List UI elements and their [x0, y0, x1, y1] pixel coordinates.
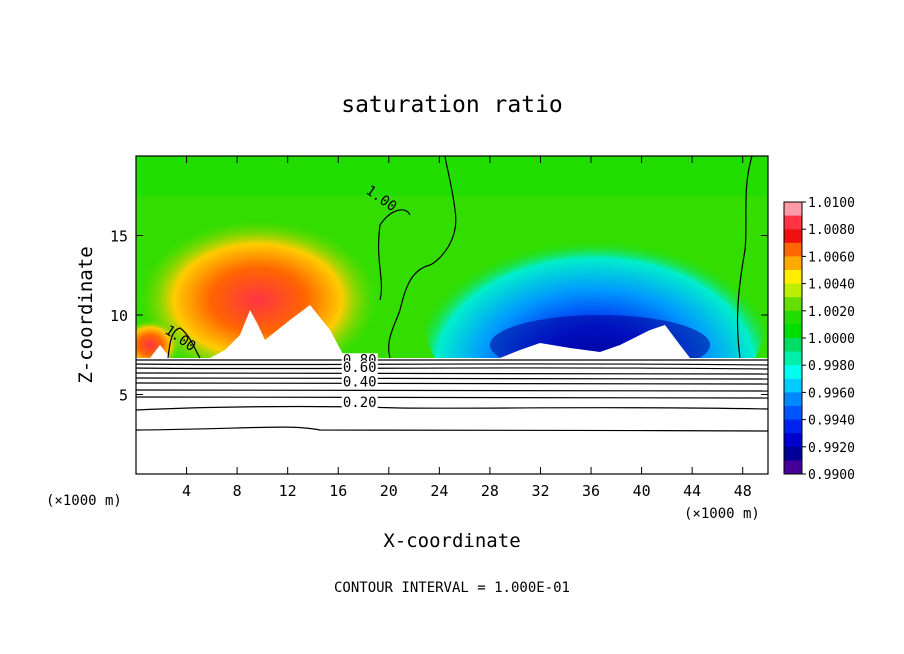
- colorbar-tick-label: 1.0000: [808, 332, 855, 347]
- x-tick-label: 24: [430, 482, 448, 500]
- x-unit-label: (×1000 m): [46, 493, 122, 509]
- x-tick-label: 32: [531, 482, 549, 500]
- contour-lines: [136, 156, 768, 432]
- colorbar-tick-label: 0.9960: [808, 386, 855, 401]
- contour-0.70: [136, 372, 768, 375]
- colorbar-tick-label: 0.9940: [808, 414, 855, 429]
- colorbar-swatch: [784, 256, 802, 271]
- x-tick-label: 28: [481, 482, 499, 500]
- contour-0.20: [136, 405, 768, 411]
- y-tick-label: 5: [119, 387, 128, 405]
- x-tick-label: 16: [329, 482, 347, 500]
- colorbar-swatch: [784, 242, 802, 257]
- contour-interval-note: CONTOUR INTERVAL = 1.000E-01: [334, 580, 570, 596]
- colorbar-swatch: [784, 351, 802, 366]
- x-tick-label: 48: [734, 482, 752, 500]
- contour-label: 0.40: [343, 375, 377, 391]
- colorbar-swatch: [784, 270, 802, 285]
- y-tick-label: 15: [110, 228, 128, 246]
- plot-field: [136, 156, 768, 474]
- colorbar-tick-label: 1.0040: [808, 278, 855, 293]
- contour-0.40: [136, 389, 768, 392]
- colorbar-swatch: [784, 297, 802, 312]
- colorbar-swatch: [784, 338, 802, 353]
- colorbar-tick-label: 0.9920: [808, 441, 855, 456]
- colorbar-swatch: [784, 202, 802, 217]
- contour-1.00-inner: [377, 209, 411, 301]
- colorbar-swatch: [784, 283, 802, 298]
- x-axis-label: X-coordinate: [383, 530, 520, 552]
- x-unit-label-right: (×1000 m): [684, 506, 760, 522]
- colorbar-swatch: [784, 392, 802, 407]
- colorbar-swatch: [784, 324, 802, 339]
- colorbar-tick-label: 0.9980: [808, 359, 855, 374]
- y-tick-label: 10: [110, 307, 128, 325]
- colorbar-swatch: [784, 229, 802, 244]
- colorbar-tick-label: 1.0100: [808, 196, 855, 211]
- colorbar-swatch: [784, 406, 802, 421]
- contour-label: 0.60: [343, 360, 377, 376]
- colorbar-swatch: [784, 419, 802, 434]
- x-tick-label: 20: [380, 482, 398, 500]
- contour-1.00-right: [736, 156, 753, 359]
- contour-label-bg: [341, 361, 378, 375]
- colorbar-swatch: [784, 365, 802, 380]
- colorbar-swatch: [784, 310, 802, 325]
- contour-0.50: [136, 382, 768, 385]
- x-tick-label: 40: [633, 482, 651, 500]
- colorbar-tick-label: 0.9900: [808, 468, 855, 483]
- x-tick-label: 4: [182, 482, 191, 500]
- contour-label-bg: [341, 375, 378, 389]
- colorbar-swatch: [784, 215, 802, 230]
- x-tick-label: 36: [582, 482, 600, 500]
- colorbar-swatch: [784, 460, 802, 475]
- colorbar-tick-label: 1.0080: [808, 223, 855, 238]
- contour-0.80: [136, 367, 768, 370]
- colorbar-swatch: [784, 446, 802, 461]
- colorbar-tick-label: 1.0060: [808, 250, 855, 265]
- contour-label: 0.20: [343, 395, 377, 411]
- x-tick-label: 12: [279, 482, 297, 500]
- colorbar: 1.0100 1.0080 1.0060 1.0040 1.0020 1.0000 0.99…: [783, 196, 855, 483]
- contour-0.85: [136, 363, 768, 366]
- colorbar-tick-label: 1.0020: [808, 305, 855, 320]
- colorbar-swatch: [784, 378, 802, 393]
- contour-label-bg: [341, 396, 378, 410]
- contour-0.60: [136, 377, 768, 380]
- contour-1.00-center: [388, 156, 457, 359]
- contour-1.00-left: [167, 327, 201, 359]
- below-base-region: [136, 305, 768, 474]
- x-tick-label: 44: [683, 482, 701, 500]
- contour-0.10: [136, 426, 768, 432]
- y-axis-label: Z-coordinate: [75, 246, 97, 383]
- x-tick-label: 8: [233, 482, 242, 500]
- colorbar-swatch: [784, 433, 802, 448]
- chart-title: saturation ratio: [341, 92, 563, 118]
- contour-0.30: [136, 396, 768, 399]
